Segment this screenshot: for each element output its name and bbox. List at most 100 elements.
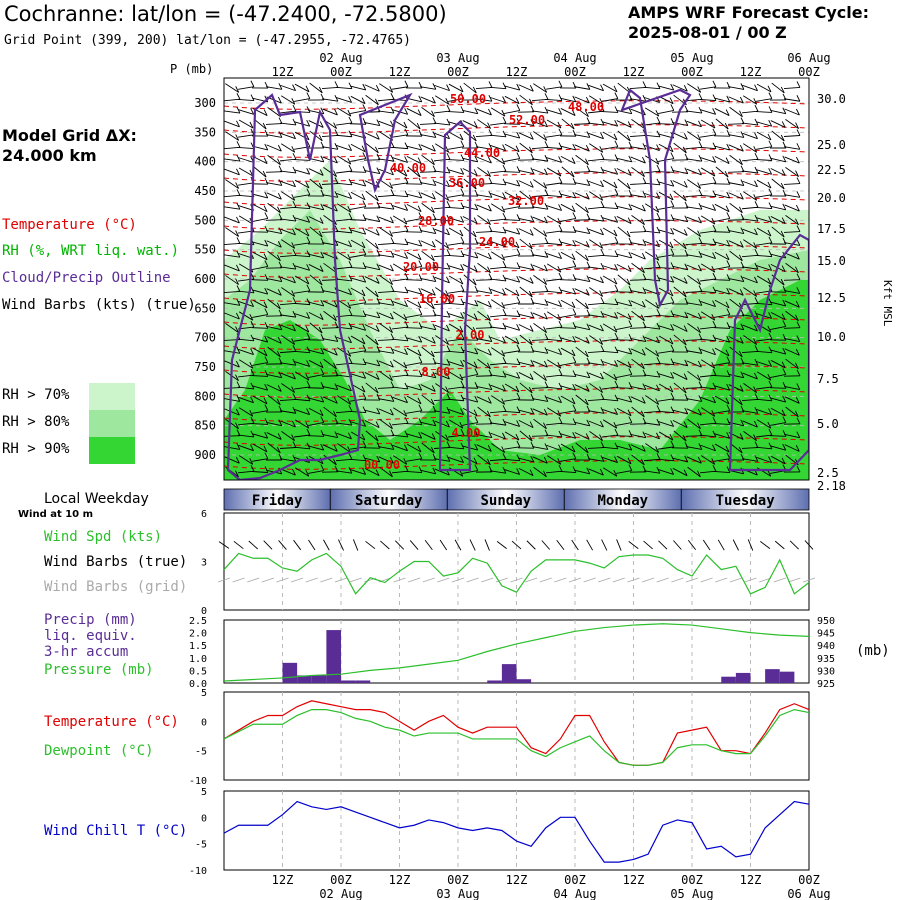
wind-barb-808 [631,310,645,322]
wind-barb-323 [727,165,745,173]
wind-barb-1033 [336,384,352,392]
wind-barb-24 [559,81,577,89]
wind-barb-213 [336,144,352,151]
wind-barb-1046 [519,382,533,394]
wind-barb-641 [588,262,605,270]
rh-shade-3 [224,280,809,480]
wind-barb-325 [756,168,773,175]
wind-barb-360 [672,180,688,188]
grid-wind-barb [715,577,728,583]
wind-barb-603 [630,252,646,260]
wind-barb-1297 [588,455,605,462]
wind-barb-672 [448,275,464,285]
temperature-contour-11 [224,364,809,374]
precip-label: Precip (mm) [44,612,137,628]
wind-barb-49 [336,96,353,103]
legend-cloud-outline: Cloud/Precip Outline [2,270,171,286]
wind-barb-1290 [489,453,507,462]
wind-barb-407 [756,188,773,198]
wind-barb-331 [266,179,283,186]
wind-barb-700 [266,288,282,296]
wind-barb-847 [602,323,618,333]
wind-barb-1193 [281,431,295,441]
wind-barb-1164 [448,419,464,429]
wind-barb-1115 [335,405,353,414]
wind-barb-59 [476,95,493,102]
wind-barb-543 [365,238,379,250]
wind-barb-665 [350,276,367,283]
wind-barb-83 [238,108,255,115]
wind-barb-430 [504,200,521,210]
wind-barb-870 [350,335,366,345]
wind-barb-1339 [602,467,618,477]
wind-barb-549 [448,236,465,246]
page-subtitle: Grid Point (399, 200) lat/lon = (-47.295… [4,33,411,48]
true-wind-barb [439,539,448,551]
wind-barb-5 [294,83,310,93]
wind-barb-499 [321,225,339,233]
wind-barb-689 [687,275,701,285]
wind-barb-51 [365,94,379,106]
wind-barb-1326 [420,467,437,475]
bottom-hour-tick: 00Z [681,873,703,887]
wind-barb-1010 [588,372,604,380]
wind-barb-1109 [252,404,269,414]
wind-barb-937 [714,347,730,357]
wind-barb-922 [504,344,521,354]
wind-barb-631 [448,264,465,271]
wind-barb-577 [267,250,281,262]
wind-barb-305 [477,167,491,177]
wind-barb-627 [392,263,408,273]
wind-barb-823 [266,323,283,331]
wind-barb-507 [434,228,450,236]
dewpoint-label: Dewpoint (°C) [44,743,154,759]
wind-barb-508 [448,227,464,237]
wind-barb-750 [392,300,408,307]
precip-bar [355,680,371,683]
wind-barb-843 [546,320,563,330]
wind-barb-1035 [365,382,379,394]
wind-barb-890 [630,335,647,342]
wind-barb-1221 [673,430,687,442]
wind-barb-1066 [224,395,241,402]
wind-barb-1180 [672,419,688,429]
grid-wind-barb [261,577,275,583]
wind-barb-1079 [406,395,422,405]
height-tick-label: 17.5 [817,222,846,236]
bottom-date-tick: 05 Aug [670,887,713,900]
wind-barb-775 [741,297,759,306]
wind-barb-542 [350,239,366,249]
wind-barb-258 [392,156,409,163]
temperature-contour-9 [224,316,809,326]
wind-barb-638 [546,263,562,273]
precip-bar [311,675,327,683]
wind-barb-1301 [643,453,661,462]
wind-barb-203 [771,130,785,142]
wind-barb-768 [645,299,660,309]
wind-barb-1065 [784,383,801,391]
wind-barb-97 [433,104,451,114]
wind-barb-729 [673,286,687,298]
wind-barb-1053 [615,382,633,389]
wind-barb-183 [489,130,507,138]
wind-barb-552 [490,240,506,248]
wind-barb-1304 [686,456,702,464]
wind-barb-545 [391,238,409,246]
wind-barb-234 [630,143,647,150]
wind-barb-1322 [364,467,380,477]
wind-barb-1335 [545,465,563,474]
wind-barb-285 [770,155,787,163]
wind-barb-1286 [434,455,451,462]
wind-barb-117 [714,108,730,116]
wind-barb-706 [350,287,366,297]
wind-barb-510 [475,225,493,233]
wind-barb-982 [770,359,786,369]
wind-barb-701 [281,287,296,297]
wind-barb-1159 [379,418,393,430]
height-tick-label: 12.5 [817,291,846,305]
wind-barb-1063 [756,380,773,390]
temperature-line [223,700,810,766]
wind-barb-218 [406,143,423,151]
wind-barb-432 [532,202,549,210]
wind-barb-694 [756,275,772,285]
